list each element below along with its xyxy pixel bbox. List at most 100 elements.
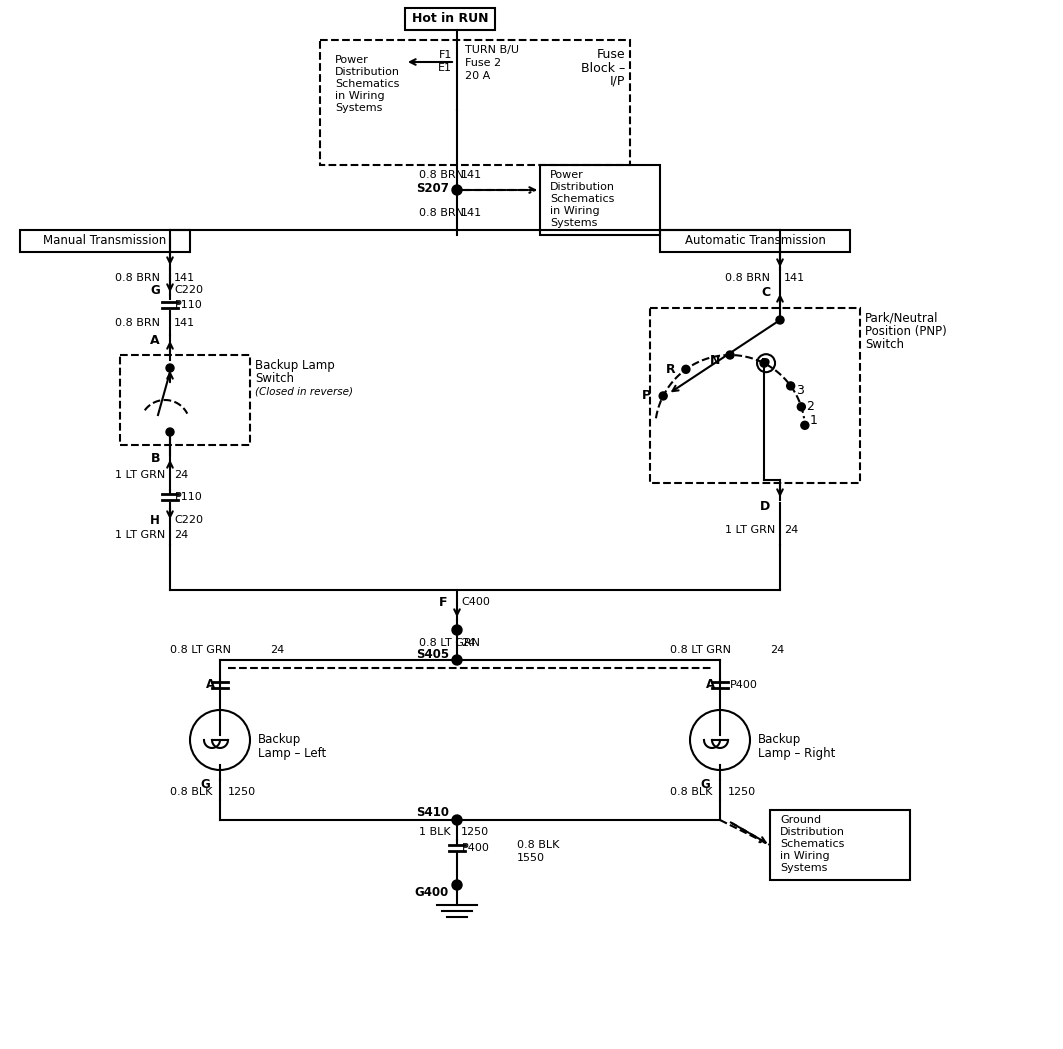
Text: 24: 24 [784,524,798,535]
Text: Lamp – Left: Lamp – Left [258,748,326,761]
Text: Distribution: Distribution [550,181,615,192]
Circle shape [659,392,668,400]
Bar [660,230,850,252]
Text: (Closed in reverse): (Closed in reverse) [255,386,353,397]
Text: A: A [206,679,215,691]
Text: 0.8 LT GRN: 0.8 LT GRN [670,645,731,655]
Text: 141: 141 [174,273,196,283]
Text: Lamp – Right: Lamp – Right [758,748,836,761]
Text: C220: C220 [174,515,203,524]
Text: in Wiring: in Wiring [550,206,600,216]
Text: Schematics: Schematics [335,79,400,89]
Circle shape [166,364,174,372]
Circle shape [452,625,462,635]
Text: 1 LT GRN: 1 LT GRN [115,470,165,480]
Text: 20 A: 20 A [465,71,490,81]
Text: Distribution: Distribution [335,67,400,77]
Bar [405,8,495,30]
Text: Block –: Block – [580,62,625,74]
Circle shape [776,316,784,324]
Text: D: D [761,358,771,368]
Text: Park/Neutral: Park/Neutral [865,312,939,324]
Circle shape [682,365,690,373]
Text: 0.8 BLK: 0.8 BLK [670,787,712,797]
Text: 141: 141 [784,273,805,283]
Text: S207: S207 [416,181,449,194]
Text: 1250: 1250 [728,787,756,797]
Text: 2: 2 [807,401,814,413]
Text: Schematics: Schematics [780,839,844,849]
Text: A: A [706,679,715,691]
Circle shape [452,185,462,195]
Text: 24: 24 [770,645,784,655]
Circle shape [166,428,174,436]
Bar [320,40,630,165]
Text: Power: Power [335,55,369,65]
Circle shape [787,382,795,390]
Circle shape [452,815,462,825]
Circle shape [797,403,806,411]
Circle shape [760,359,769,367]
Text: 24: 24 [174,470,188,480]
Circle shape [800,422,809,429]
Text: 24: 24 [270,645,284,655]
Text: Systems: Systems [550,218,597,228]
Text: C400: C400 [461,597,490,607]
Text: 141: 141 [461,170,483,180]
Text: E1: E1 [438,63,452,73]
Text: 1550: 1550 [517,853,545,863]
Text: Backup Lamp: Backup Lamp [255,359,335,371]
Text: 0.8 LT GRN: 0.8 LT GRN [170,645,231,655]
Circle shape [452,655,462,665]
Text: Hot in RUN: Hot in RUN [411,13,488,25]
Bar [770,810,910,880]
Text: Backup: Backup [758,733,802,747]
Bar [649,308,860,483]
Text: 0.8 LT GRN: 0.8 LT GRN [419,638,480,648]
Text: G: G [150,283,161,297]
Text: N: N [710,354,720,366]
Text: 24: 24 [174,530,188,540]
Text: Fuse: Fuse [596,48,625,62]
Text: 0.8 BLK: 0.8 BLK [517,840,559,850]
Text: in Wiring: in Wiring [780,851,829,861]
Text: Distribution: Distribution [780,827,845,837]
Text: 1 LT GRN: 1 LT GRN [115,530,165,540]
Text: Backup: Backup [258,733,301,747]
Text: P110: P110 [175,300,203,311]
Text: B: B [151,451,161,465]
Text: Ground: Ground [780,815,821,825]
Circle shape [726,351,733,359]
Text: 3: 3 [796,384,804,398]
Text: 1 LT GRN: 1 LT GRN [725,524,775,535]
Text: F: F [439,596,448,608]
Text: S410: S410 [416,806,449,818]
Text: 0.8 BRN: 0.8 BRN [115,273,161,283]
Text: Power: Power [550,170,584,180]
Text: Switch: Switch [255,371,294,385]
Text: 1250: 1250 [227,787,256,797]
Text: TURN B/U: TURN B/U [465,45,519,55]
Text: R: R [667,363,676,376]
Text: 1250: 1250 [461,827,489,837]
Text: S405: S405 [416,648,449,662]
Text: 141: 141 [461,208,483,218]
Text: 0.8 BRN: 0.8 BRN [419,208,465,218]
Text: H: H [150,514,161,527]
Text: D: D [760,500,770,514]
Text: 1 BLK: 1 BLK [419,827,451,837]
Text: Systems: Systems [780,863,827,873]
Text: I/P: I/P [609,74,625,87]
Text: Automatic Transmission: Automatic Transmission [685,235,826,248]
Text: 0.8 BRN: 0.8 BRN [115,318,161,328]
Text: P110: P110 [175,492,203,502]
Bar [120,355,250,445]
Text: 24: 24 [461,638,475,648]
Text: F1: F1 [439,50,452,60]
Text: Fuse 2: Fuse 2 [465,58,501,68]
Text: 0.8 BLK: 0.8 BLK [170,787,213,797]
Text: G: G [701,778,710,792]
Text: C220: C220 [174,285,203,295]
Text: G: G [200,778,210,792]
Text: in Wiring: in Wiring [335,91,385,101]
